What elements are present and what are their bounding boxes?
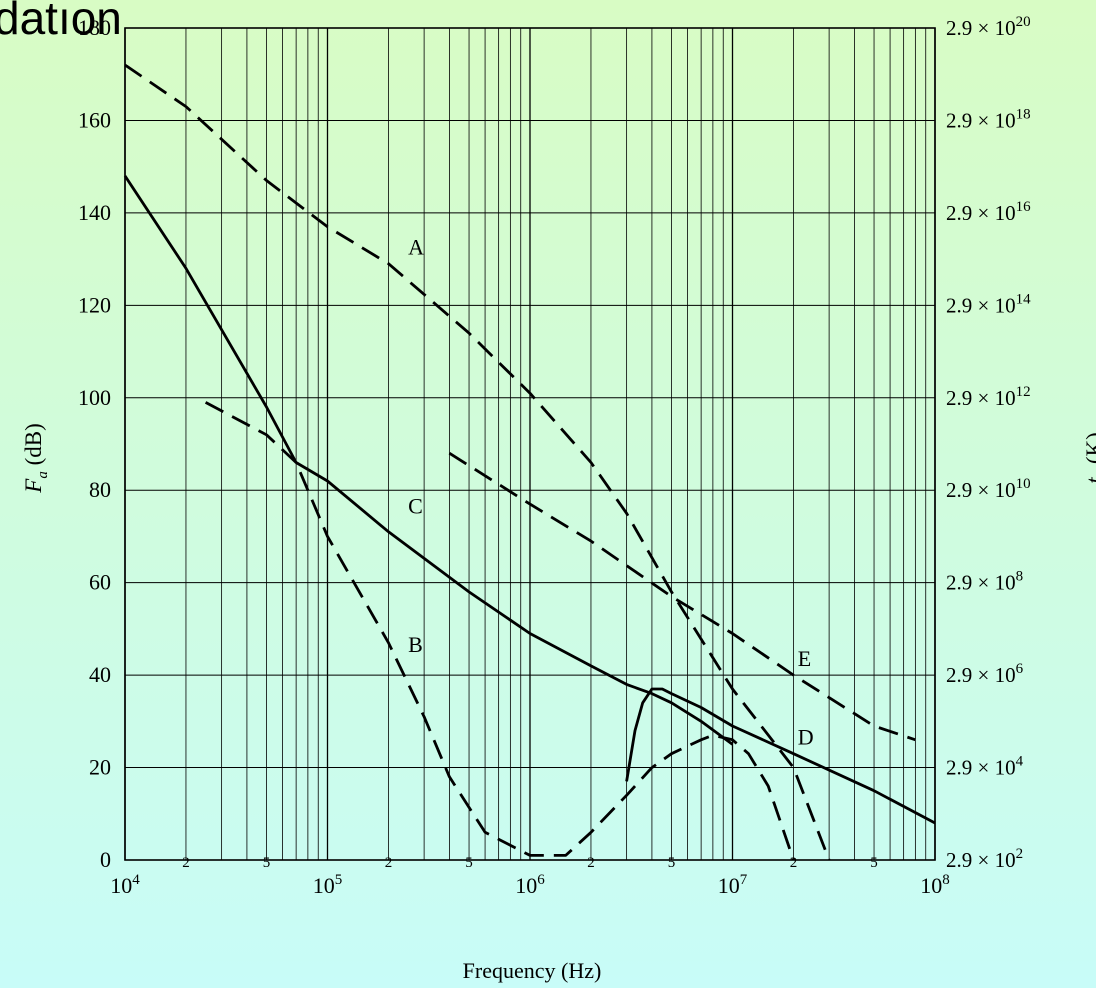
y2-tick-exponent: 14 (1016, 291, 1032, 307)
x-minor-tick-label: 5 (870, 855, 878, 871)
x-minor-tick-label: 2 (790, 855, 798, 871)
plot-frame (124, 27, 936, 861)
y-tick-label: 80 (89, 477, 111, 502)
curve-c-label: C (408, 493, 423, 518)
y-tick-label: 180 (78, 15, 111, 40)
x-tick-exponent: 7 (740, 872, 748, 888)
series-lines (123, 63, 936, 861)
y2-tick-label: 2.9 × 106 (946, 661, 1024, 687)
curve-d-line (625, 687, 936, 825)
curve-b-line (204, 401, 795, 861)
y2-axis-title-main: t (1082, 477, 1096, 484)
curve-d-label: D (798, 724, 814, 749)
x-tick-exponent: 5 (335, 872, 343, 888)
x-tick-base: 10 (920, 873, 942, 898)
curve-c-line (123, 175, 734, 746)
plot-border (124, 27, 936, 861)
y2-tick-mantissa: 2.9 × 10 (946, 386, 1016, 410)
y2-tick-exponent: 4 (1016, 754, 1024, 770)
y2-tick-exponent: 8 (1016, 569, 1024, 585)
y-axis-tick-labels: 0 20 40 60 80 100 120 140 160 180 (78, 15, 111, 872)
y2-tick-label: 2.9 × 108 (946, 569, 1023, 595)
y-tick-label: 60 (89, 570, 111, 595)
y2-axis-title: ta (K) (1082, 432, 1096, 484)
y2-tick-label: 2.9 × 1014 (946, 291, 1031, 317)
y-axis-title: Fa (dB) (21, 423, 51, 493)
y2-tick-mantissa: 2.9 × 10 (946, 663, 1016, 687)
x-major-tick-label: 104 (110, 872, 140, 898)
y2-tick-label: 2.9 × 104 (946, 754, 1024, 780)
y2-tick-mantissa: 2.9 × 10 (946, 848, 1016, 872)
y2-tick-mantissa: 2.9 × 10 (946, 108, 1016, 132)
x-tick-exponent: 8 (942, 872, 950, 888)
y2-tick-label: 2.9 × 1020 (946, 14, 1031, 40)
y-axis-title-unit: (dB) (21, 423, 46, 471)
y-tick-label: 160 (78, 107, 111, 132)
y2-tick-exponent: 18 (1016, 106, 1031, 122)
x-tick-base: 10 (718, 873, 740, 898)
curve-labels: A B C D E (408, 234, 814, 749)
curve-e-line (448, 452, 916, 742)
y2-tick-mantissa: 2.9 × 10 (946, 571, 1016, 595)
y2-tick-exponent: 10 (1016, 476, 1031, 492)
y2-tick-exponent: 12 (1016, 384, 1031, 400)
x-axis-title: Frequency (Hz) (463, 958, 602, 983)
curve-a-label: A (408, 234, 424, 259)
y2-tick-exponent: 20 (1016, 14, 1031, 30)
y-axis-title-main: F (21, 478, 46, 494)
x-major-tick-label: 106 (515, 872, 545, 898)
x-major-tick-label: 105 (313, 872, 343, 898)
y2-tick-label: 2.9 × 1012 (946, 384, 1031, 410)
y2-tick-label: 2.9 × 1016 (946, 199, 1031, 225)
x-major-tick-label: 107 (718, 872, 748, 898)
y2-tick-exponent: 6 (1016, 661, 1024, 677)
x-minor-tick-label: 5 (668, 855, 676, 871)
y-axis-title-sub: a (35, 471, 51, 479)
curve-a-line (124, 63, 831, 861)
x-major-tick-label: 108 (920, 872, 950, 898)
x-tick-exponent: 4 (132, 872, 140, 888)
y2-tick-label: 2.9 × 1018 (946, 106, 1031, 132)
y-tick-label: 100 (78, 385, 111, 410)
y-tick-label: 140 (78, 200, 111, 225)
x-tick-base: 10 (515, 873, 537, 898)
y2-tick-exponent: 16 (1016, 199, 1032, 215)
curve-b-label: B (408, 632, 423, 657)
y-tick-label: 20 (89, 755, 111, 780)
y2-tick-mantissa: 2.9 × 10 (946, 293, 1016, 317)
x-tick-base: 10 (110, 873, 132, 898)
y2-tick-mantissa: 2.9 × 10 (946, 201, 1016, 225)
y2-tick-label: 2.9 × 1010 (946, 476, 1031, 502)
y2-tick-mantissa: 2.9 × 10 (946, 478, 1016, 502)
x-tick-base: 10 (313, 873, 335, 898)
y2-tick-exponent: 2 (1016, 846, 1024, 862)
y2-tick-mantissa: 2.9 × 10 (946, 16, 1016, 40)
x-minor-tick-label: 2 (182, 855, 190, 871)
x-minor-tick-label: 2 (587, 855, 595, 871)
y2-tick-mantissa: 2.9 × 10 (946, 756, 1016, 780)
x-tick-exponent: 6 (537, 872, 545, 888)
curve-e-label: E (798, 646, 811, 671)
slide-title-fragment: datıon (0, 0, 122, 44)
y-tick-label: 40 (89, 662, 111, 687)
y-tick-label: 120 (78, 292, 111, 317)
y2-tick-label: 2.9 × 102 (946, 846, 1023, 872)
y2-axis-title-unit: (K) (1082, 432, 1096, 470)
x-minor-tick-label: 2 (385, 855, 393, 871)
y-tick-label: 0 (100, 847, 111, 872)
x-minor-tick-label: 5 (263, 855, 271, 871)
x-minor-tick-label: 5 (465, 855, 473, 871)
